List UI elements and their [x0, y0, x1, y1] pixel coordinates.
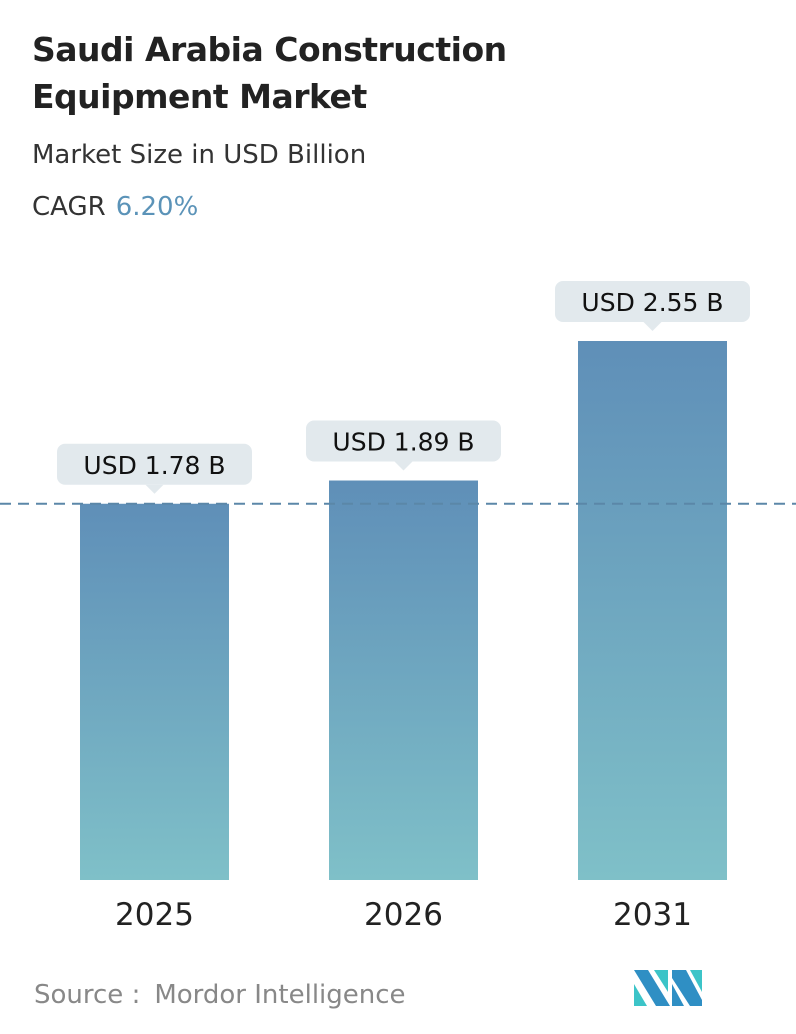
bar-2025 — [80, 503, 229, 880]
mordor-logo-icon — [634, 970, 702, 1006]
data-label-2025: USD 1.78 B — [57, 443, 252, 494]
data-label-text: USD 2.55 B — [581, 288, 723, 317]
source: Source : Mordor Intelligence — [34, 980, 406, 1010]
chart-subtitle: Market Size in USD Billion — [32, 140, 367, 170]
x-tick-label-2031: 2031 — [613, 897, 692, 933]
data-label-pointer — [145, 484, 164, 494]
data-label-bg — [555, 281, 750, 322]
bar-2026 — [329, 480, 478, 880]
x-tick-label-2026: 2026 — [364, 897, 443, 933]
cagr: CAGR 6.20% — [32, 192, 198, 222]
chart-title: Saudi Arabia Construction Equipment Mark… — [32, 26, 507, 120]
cagr-value: 6.20% — [115, 192, 199, 222]
data-label-pointer — [643, 322, 662, 331]
data-label-pointer — [394, 461, 413, 471]
title-line-2: Equipment Market — [32, 77, 367, 116]
bar-chart: USD 1.78 B 2025 USD 1.89 B 2026 USD 2.55 B 20… — [0, 281, 796, 933]
data-label-2026: USD 1.89 B — [306, 420, 501, 471]
bar-2031 — [578, 341, 727, 880]
source-label: Source : — [34, 980, 141, 1010]
x-tick-label-2025: 2025 — [115, 897, 194, 933]
data-label-text: USD 1.89 B — [332, 428, 474, 457]
title-line-1: Saudi Arabia Construction — [32, 30, 507, 69]
data-label-bg — [57, 443, 252, 485]
source-name: Mordor Intelligence — [154, 980, 406, 1010]
data-label-text: USD 1.78 B — [83, 451, 225, 480]
data-label-2031: USD 2.55 B — [555, 281, 750, 331]
data-label-bg — [306, 420, 501, 462]
cagr-label: CAGR — [32, 192, 106, 222]
